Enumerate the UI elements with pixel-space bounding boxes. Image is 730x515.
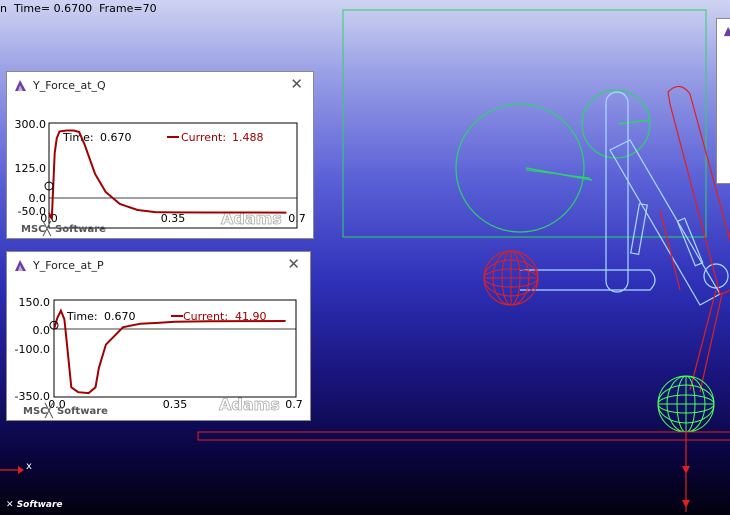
msc-logo-mark: ╳ xyxy=(42,220,52,237)
current-value: 41.90 xyxy=(235,310,267,323)
y-tick-label: -50.0 xyxy=(18,205,46,218)
series-line xyxy=(53,308,286,395)
msc-logo-mark: ╳ xyxy=(44,402,54,419)
series-line xyxy=(48,129,287,220)
green-sphere xyxy=(657,375,715,433)
current-value: 1.488 xyxy=(232,131,264,144)
window-title: Y_Force_at_Q xyxy=(33,79,106,92)
frame-value: 70 xyxy=(142,2,157,15)
window-title: Y_Force_at_P xyxy=(33,259,104,272)
current-label: Current: xyxy=(181,131,226,144)
red-sphere xyxy=(483,250,539,306)
y-tick-label: 300.0 xyxy=(15,118,47,131)
adams-logo-icon xyxy=(15,260,26,271)
x-tick-label: 0.35 xyxy=(161,212,186,225)
watermark: Adams xyxy=(219,395,280,414)
y-tick-label: 150.0 xyxy=(19,296,51,309)
plot-frame xyxy=(48,122,298,229)
time-label: Time: xyxy=(62,131,94,144)
plot-window-y-force-q[interactable]: Y_Force_at_Q ✕ 300.0 125.0 0.0 -50.0 0.0… xyxy=(6,71,314,239)
large-gear-spoke-2 xyxy=(525,169,591,179)
ground-rail xyxy=(197,431,730,441)
close-icon[interactable]: ✕ xyxy=(287,255,300,273)
axis-arrow-bottom xyxy=(682,500,690,508)
time-value: 0.670 xyxy=(104,310,136,323)
frame-label: Frame= xyxy=(99,2,143,15)
msc-logo-right: Software xyxy=(55,224,106,235)
red-link xyxy=(659,85,730,393)
playhead-marker xyxy=(49,320,59,330)
time-label: Time= xyxy=(13,2,51,15)
partial-plot-window[interactable] xyxy=(716,18,730,184)
msc-logo-right: Software xyxy=(57,406,108,417)
time-value: 0.6700 xyxy=(53,2,93,15)
small-gear-spoke xyxy=(617,119,651,125)
time-value: 0.670 xyxy=(100,131,132,144)
msc-logo-left: MSC xyxy=(23,406,48,417)
strip-chart: 150.0 0.0 -100.0 -350.0 0.0 0.35 0.7 Tim… xyxy=(15,296,303,419)
window-titlebar[interactable]: Y_Force_at_Q ✕ xyxy=(7,72,313,98)
triad-x-label: x xyxy=(26,461,32,472)
y-tick-label: 0.0 xyxy=(33,324,51,337)
close-icon[interactable]: ✕ xyxy=(290,75,303,93)
x-tick-label: 0.0 xyxy=(40,212,58,225)
axis-arrow xyxy=(682,466,690,474)
workspace-box xyxy=(342,9,707,238)
y-tick-label: 125.0 xyxy=(15,162,47,175)
playhead-marker xyxy=(44,181,54,191)
bottom-logo-text: Software xyxy=(16,500,63,510)
time-label: Time: xyxy=(66,310,98,323)
y-tick-label: 0.0 xyxy=(29,192,47,205)
y-tick-label: -350.0 xyxy=(15,390,50,403)
x-tick-label: 0.7 xyxy=(285,398,303,411)
adams-logo-icon xyxy=(723,26,730,37)
small-gear-outline xyxy=(581,89,651,159)
msc-software-logo: ✕ Software xyxy=(6,500,63,510)
plot-window-y-force-p[interactable]: Y_Force_at_P ✕ 150.0 0.0 -100.0 -350.0 0… xyxy=(6,251,311,421)
window-titlebar[interactable]: Y_Force_at_P ✕ xyxy=(7,252,310,278)
x-tick-label: 0.35 xyxy=(163,398,188,411)
msc-logo-left: MSC xyxy=(21,224,46,235)
strip-chart: 300.0 125.0 0.0 -50.0 0.0 0.35 0.7 Time:… xyxy=(15,118,306,237)
y-tick-label: -100.0 xyxy=(15,343,50,356)
adams-logo-icon xyxy=(15,80,26,91)
large-gear-outline xyxy=(455,103,585,233)
status-readout: n Time= 0.6700 Frame=70 xyxy=(0,2,157,15)
x-tick-label: 0.0 xyxy=(48,398,66,411)
triad-x-arrow xyxy=(18,466,24,474)
status-prefix: n xyxy=(0,2,7,15)
current-label: Current: xyxy=(183,310,228,323)
x-tick-label: 0.7 xyxy=(288,212,306,225)
